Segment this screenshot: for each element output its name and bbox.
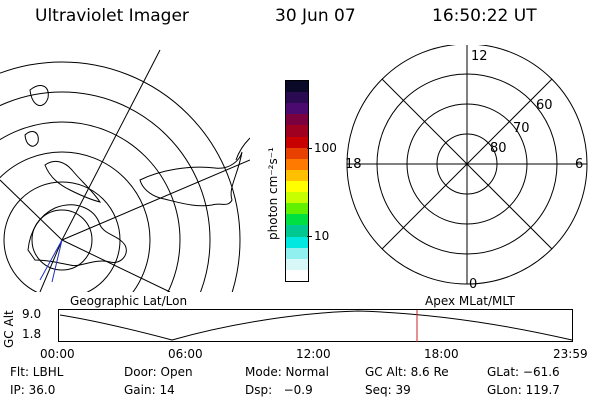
meridian-line	[61, 49, 161, 241]
colorbar-swatch	[286, 125, 308, 137]
meridian-line	[0, 179, 63, 241]
lat-ring	[3, 181, 121, 292]
coastline	[235, 137, 250, 161]
mlt-label-6: 6	[575, 157, 583, 172]
coastline	[44, 160, 102, 203]
meridian-line	[61, 239, 171, 292]
timeline-x-1200: 12:00	[296, 347, 331, 361]
altitude-curve	[59, 310, 573, 341]
timeline-x-2359: 23:59	[553, 347, 588, 361]
date-label: 30 Jun 07	[275, 6, 356, 26]
lat-ring	[31, 209, 93, 271]
coastline	[27, 204, 127, 267]
lat-ring	[0, 61, 241, 292]
colorbar-swatch	[286, 180, 308, 193]
colorbar-swatch	[286, 169, 308, 181]
lat-ring	[0, 151, 151, 292]
colorbar-swatch	[286, 214, 308, 226]
colorbar-swatch	[286, 92, 308, 104]
time-label: 16:50:22 UT	[432, 6, 537, 26]
mlt-label-12: 12	[471, 49, 488, 64]
colorbar-unit-label: photon cm⁻²s⁻¹	[266, 147, 280, 240]
colorbar-swatch	[286, 147, 308, 159]
status-seq: Seq: 39	[365, 383, 411, 397]
status-ip: IP: 36.0	[10, 383, 56, 397]
colorbar-tick-10: 10	[314, 229, 330, 243]
colorbar-swatch	[286, 136, 308, 148]
status-glon: GLon: 119.7	[487, 383, 560, 397]
magnetic-polar-plot: 12 18 6 0 60 70 80	[345, 45, 588, 292]
timeline-x-1800: 18:00	[424, 347, 459, 361]
status-filter: Flt: LBHL	[10, 365, 64, 379]
colorbar-swatch	[286, 258, 308, 270]
colorbar-swatch	[286, 81, 308, 93]
timeline-y-min: 1.8	[22, 327, 42, 341]
geographic-caption: Geographic Lat/Lon	[70, 294, 188, 308]
colorbar-tick	[307, 148, 312, 149]
meridian-line	[39, 239, 63, 292]
instrument-title: Ultraviolet Imager	[35, 6, 189, 26]
mlat-label-60: 60	[536, 98, 553, 113]
mlt-label-18: 18	[345, 157, 362, 172]
status-door: Door: Open	[124, 365, 193, 379]
colorbar-swatch	[286, 103, 308, 115]
colorbar-swatch	[286, 158, 308, 170]
status-gc-alt: GC Alt: 8.6 Re	[365, 365, 449, 379]
colorbar-swatch	[286, 192, 308, 204]
status-gain: Gain: 14	[124, 383, 175, 397]
colorbar-tick-100: 100	[314, 141, 337, 155]
colorbar-swatch	[286, 236, 308, 248]
colorbar-swatch	[286, 203, 308, 215]
status-mode: Mode: Normal	[245, 365, 329, 379]
colorbar-tick	[307, 236, 312, 237]
coastline	[24, 131, 39, 147]
timeline-x-0600: 06:00	[168, 347, 203, 361]
altitude-timeline	[58, 309, 573, 342]
colorbar-swatch	[286, 114, 308, 126]
mlat-label-80: 80	[490, 141, 507, 156]
coastline	[139, 151, 243, 207]
status-dsp: Dsp: −0.9	[245, 383, 313, 397]
meridian-line	[61, 159, 250, 241]
lat-ring	[0, 91, 211, 292]
timeline-y-max: 9.0	[22, 307, 42, 321]
colorbar-swatch	[286, 247, 308, 259]
timeline-axis-label: GC Alt	[2, 310, 16, 348]
coastline	[29, 85, 49, 106]
colorbar-swatch	[286, 225, 308, 237]
geographic-map	[0, 49, 250, 292]
mlat-label-70: 70	[513, 121, 530, 136]
lat-ring	[0, 121, 181, 292]
ground-track	[39, 239, 63, 283]
timeline-x-0000: 00:00	[40, 347, 75, 361]
magnetic-caption: Apex MLat/MLT	[425, 294, 515, 308]
mlt-label-0: 0	[469, 277, 477, 292]
color-bar	[285, 80, 309, 282]
colorbar-swatch	[286, 269, 308, 281]
mlt-line	[381, 78, 553, 250]
status-glat: GLat: −61.6	[487, 365, 560, 379]
